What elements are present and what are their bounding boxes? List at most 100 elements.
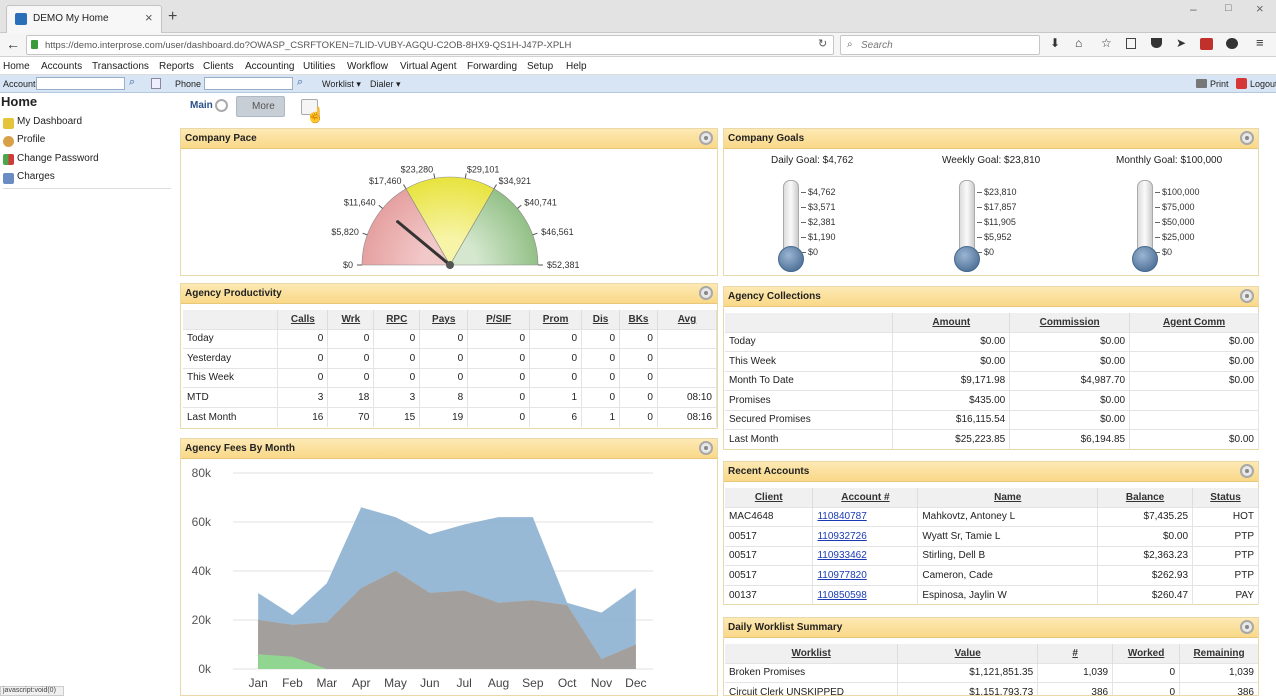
productivity-header-2[interactable]: Wrk <box>327 310 375 329</box>
productivity-header-1[interactable]: Calls <box>277 310 329 329</box>
tab-main[interactable]: Main <box>182 97 232 117</box>
close-tab-icon[interactable]: × <box>145 10 153 25</box>
home-icon[interactable]: ⌂ <box>1075 36 1083 50</box>
browser-tab[interactable]: DEMO My Home × <box>6 5 162 33</box>
thermometer-tick-mark <box>801 192 806 193</box>
menu-transactions[interactable]: Transactions <box>92 61 149 72</box>
tab-main-gear-icon[interactable] <box>215 99 228 112</box>
collections-header-3[interactable]: Agent Comm <box>1129 313 1259 332</box>
account-number-link[interactable]: 110840787 <box>817 511 867 523</box>
collections-header-2[interactable]: Commission <box>1009 313 1131 332</box>
url-field[interactable]: https://demo.interprose.com/user/dashboa… <box>26 35 834 55</box>
settings-gear-icon[interactable] <box>1240 131 1254 145</box>
productivity-header-6[interactable]: Prom <box>529 310 583 329</box>
goal-thermometer: Daily Goal: $4,762 $4,762 $3,571 $2,381 $1,1… <box>771 153 921 275</box>
download-icon[interactable]: ⬇ <box>1050 36 1061 50</box>
reading-list-icon[interactable] <box>1126 38 1136 49</box>
settings-gear-icon[interactable] <box>699 131 713 145</box>
dialer-dropdown[interactable]: Dialer ▾ <box>370 79 401 89</box>
sidebar-item-change-password[interactable]: Change Password <box>17 153 99 164</box>
menu-icon[interactable]: ≡ <box>1256 35 1264 50</box>
thermometer-tick-mark <box>1155 237 1160 238</box>
recent-accounts-cell: Espinosa, Jaylin W <box>917 584 1099 605</box>
settings-gear-icon[interactable] <box>699 441 713 455</box>
new-tab-button[interactable]: + <box>168 8 178 25</box>
thermometer-tick-mark <box>977 192 982 193</box>
account-search-input[interactable] <box>36 77 125 90</box>
menu-home[interactable]: Home <box>3 61 30 72</box>
bookmark-star-icon[interactable]: ☆ <box>1101 36 1112 50</box>
pocket-icon[interactable] <box>1151 38 1162 48</box>
productivity-header-5[interactable]: P/SIF <box>467 310 531 329</box>
menu-workflow[interactable]: Workflow <box>347 61 388 72</box>
document-icon[interactable] <box>151 78 161 89</box>
account-number-link[interactable]: 110933462 <box>817 550 867 562</box>
maximize-icon[interactable]: □ <box>1225 2 1232 14</box>
worklist-header-1[interactable]: Value <box>897 644 1039 663</box>
print-link[interactable]: Print <box>1210 79 1229 89</box>
account-number-link[interactable]: 110932726 <box>817 530 867 542</box>
logout-icon[interactable] <box>1236 78 1247 89</box>
worklist-header-2[interactable]: # <box>1037 644 1114 663</box>
worklist-header-3[interactable]: Worked <box>1112 644 1181 663</box>
menu-virtual-agent[interactable]: Virtual Agent <box>400 61 457 72</box>
recent-accounts-header-2[interactable]: Name <box>917 488 1099 507</box>
settings-gear-icon[interactable] <box>1240 289 1254 303</box>
recent-accounts-header-0[interactable]: Client <box>725 488 814 507</box>
account-search-icon[interactable]: ⌕ <box>129 76 136 88</box>
settings-gear-icon[interactable] <box>1240 464 1254 478</box>
screenshot-addon-icon[interactable] <box>1200 38 1213 50</box>
goal-label: Daily Goal: $4,762 <box>771 155 854 166</box>
recent-accounts-panel: Recent Accounts Client Account # Name Balan… <box>723 461 1259 605</box>
productivity-header-7[interactable]: Dis <box>581 310 620 329</box>
phone-search-input[interactable] <box>204 77 293 90</box>
thermometer-tick-label: $50,000 <box>1162 217 1195 227</box>
recent-accounts-header-4[interactable]: Status <box>1192 488 1259 507</box>
menu-accounting[interactable]: Accounting <box>245 61 295 72</box>
send-icon[interactable]: ➤ <box>1176 36 1187 50</box>
menu-accounts[interactable]: Accounts <box>41 61 83 72</box>
close-window-icon[interactable]: × <box>1256 1 1264 16</box>
productivity-header-3[interactable]: RPC <box>373 310 421 329</box>
sidebar-item-profile[interactable]: Profile <box>17 134 46 145</box>
search-placeholder: Search <box>861 40 893 51</box>
thermometer-tick-label: $2,381 <box>808 217 836 227</box>
minimize-icon[interactable]: – <box>1190 2 1197 16</box>
menu-reports[interactable]: Reports <box>159 61 195 72</box>
recent-accounts-header-3[interactable]: Balance <box>1097 488 1194 507</box>
phone-search-icon[interactable]: ⌕ <box>297 76 304 88</box>
search-input[interactable]: ⌕ Search <box>840 35 1040 55</box>
logout-link[interactable]: Logout <box>1250 79 1276 89</box>
recent-accounts-cell: 00517 <box>725 565 814 585</box>
productivity-cell: 0 <box>619 406 658 427</box>
worklist-dropdown[interactable]: Worklist ▾ <box>322 79 361 89</box>
chat-icon[interactable] <box>1226 38 1238 49</box>
menu-setup[interactable]: Setup <box>527 61 554 72</box>
productivity-header-9[interactable]: Avg <box>657 310 718 329</box>
worklist-header-0[interactable]: Worklist <box>725 644 899 663</box>
settings-gear-icon[interactable] <box>699 286 713 300</box>
sidebar-item-charges[interactable]: Charges <box>17 171 55 182</box>
add-tab-icon[interactable] <box>301 99 318 115</box>
sidebar-item-my-dashboard[interactable]: My Dashboard <box>17 116 83 127</box>
worklist-header-4[interactable]: Remaining <box>1179 644 1258 663</box>
menu-clients[interactable]: Clients <box>203 61 234 72</box>
account-number-link[interactable]: 110977820 <box>817 569 867 581</box>
settings-gear-icon[interactable] <box>1240 620 1254 634</box>
profile-icon <box>3 136 14 147</box>
tab-more[interactable]: More <box>236 96 285 117</box>
recent-accounts-header-1[interactable]: Account # <box>812 488 919 507</box>
menu-forwarding[interactable]: Forwarding <box>467 61 518 72</box>
recent-accounts-cell: MAC4648 <box>725 506 814 527</box>
account-number-link[interactable]: 110850598 <box>817 589 867 601</box>
gauge-hub <box>446 261 454 269</box>
reload-icon[interactable]: ↻ <box>818 38 828 50</box>
menu-help[interactable]: Help <box>566 61 587 72</box>
collections-header-1[interactable]: Amount <box>892 313 1011 332</box>
back-icon[interactable]: ← <box>6 36 20 52</box>
menu-utilities[interactable]: Utilities <box>303 61 336 72</box>
print-icon[interactable] <box>1196 79 1207 88</box>
productivity-header-4[interactable]: Pays <box>419 310 469 329</box>
productivity-header-8[interactable]: BKs <box>619 310 658 329</box>
table-row: This Week 0 0 0 0 0 0 0 0 <box>183 367 718 388</box>
